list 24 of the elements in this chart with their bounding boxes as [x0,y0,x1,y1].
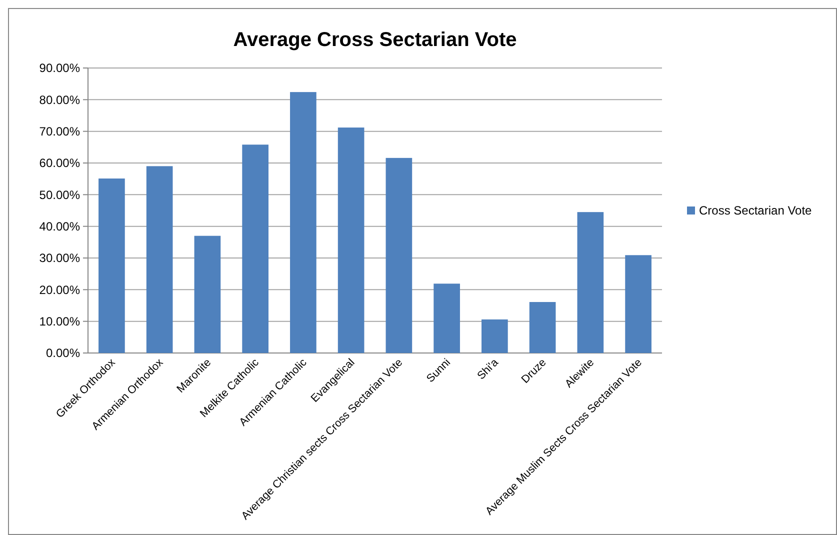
legend-label: Cross Sectarian Vote [699,204,812,218]
bar [434,284,460,353]
y-tick-label: 30.00% [39,251,80,266]
y-tick-label: 0.00% [46,346,80,360]
y-tick-label: 90.00% [39,61,80,76]
bar [338,128,364,353]
bar [290,92,316,353]
bar [98,178,125,353]
y-tick-label: 60.00% [39,156,80,170]
bar [242,144,268,353]
bar [625,255,652,353]
bar [386,158,412,353]
y-tick-label: 80.00% [39,92,80,107]
bar [146,166,173,353]
y-tick-label: 70.00% [39,124,80,139]
y-tick-label: 40.00% [39,220,80,234]
bar [482,319,508,353]
y-tick-label: 50.00% [39,188,80,202]
bar [577,212,604,353]
y-tick-label: 10.00% [39,314,80,329]
chart-title: Average Cross Sectarian Vote [233,29,517,51]
y-tick-label: 20.00% [39,282,80,297]
bar [194,236,221,353]
bar [529,302,556,353]
